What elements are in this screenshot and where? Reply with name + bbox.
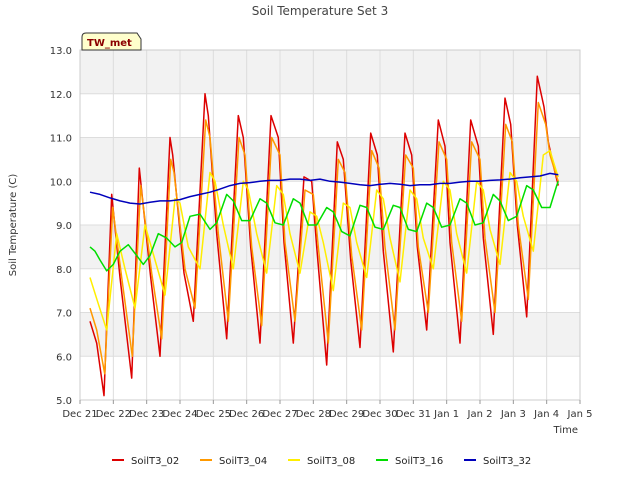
- y-tick-label: 10.0: [50, 177, 72, 188]
- legend-label: SoilT3_02: [131, 456, 179, 467]
- chart-title: Soil Temperature Set 3: [252, 4, 388, 18]
- series-lines: [89, 75, 560, 397]
- x-tick-label: Dec 28: [296, 409, 331, 420]
- series-line-soilt3-04: [89, 101, 560, 375]
- series-line-soilt3-32: [89, 172, 559, 205]
- series-line-soilt3-16: [89, 181, 560, 272]
- x-tick-label: Dec 25: [196, 409, 231, 420]
- x-tick-label: Jan 1: [433, 409, 459, 420]
- badge-label: TW_met: [87, 38, 132, 49]
- x-tick-label: Dec 30: [362, 409, 397, 420]
- y-tick-label: 8.0: [56, 265, 72, 276]
- legend-label: SoilT3_16: [395, 456, 443, 467]
- x-tick-label: Dec 27: [262, 409, 297, 420]
- y-tick-label: 9.0: [56, 221, 72, 232]
- x-axis-label: Time: [553, 425, 578, 436]
- x-tick-label: Dec 26: [229, 409, 264, 420]
- legend: SoilT3_02 SoilT3_04 SoilT3_08 SoilT3_16 Soil…: [112, 456, 531, 467]
- background-band: [80, 50, 580, 94]
- y-axis-ticks: 5.0 6.0 7.0 8.0 9.0 10.0 11.0 12.0 13.0: [50, 46, 72, 407]
- y-tick-label: 12.0: [50, 90, 72, 101]
- x-tick-label: Dec 23: [129, 409, 164, 420]
- legend-label: SoilT3_32: [483, 456, 531, 467]
- station-badge: TW_met: [81, 32, 142, 51]
- x-tick-label: Dec 24: [162, 409, 197, 420]
- y-axis-label: Soil Temperature (C): [8, 174, 19, 277]
- x-tick-label: Dec 29: [329, 409, 364, 420]
- x-tick-label: Dec 22: [96, 409, 131, 420]
- badge-shape: [81, 32, 142, 51]
- legend-label: SoilT3_04: [219, 456, 267, 467]
- x-tick-label: Jan 5: [567, 409, 593, 420]
- x-tick-label: Dec 31: [396, 409, 431, 420]
- x-tick-label: Jan 3: [500, 409, 526, 420]
- x-tick-label: Jan 2: [467, 409, 493, 420]
- y-tick-label: 11.0: [50, 134, 72, 145]
- legend-label: SoilT3_08: [307, 456, 355, 467]
- x-tick-label: Dec 21: [62, 409, 97, 420]
- y-tick-label: 5.0: [56, 396, 72, 407]
- background-band: [80, 137, 580, 182]
- y-tick-label: 13.0: [50, 46, 72, 57]
- y-tick-label: 7.0: [56, 309, 72, 320]
- y-tick-label: 6.0: [56, 352, 72, 363]
- plot-area: [79, 49, 581, 401]
- series-line-soilt3-02: [89, 75, 560, 397]
- x-tick-label: Jan 4: [533, 409, 559, 420]
